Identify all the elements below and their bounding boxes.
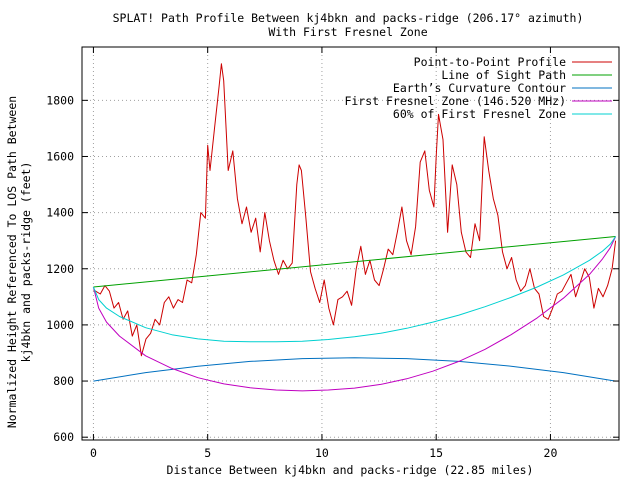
x-tick-label: 5: [204, 446, 211, 460]
legend-label-5: 60% of First Fresnel Zone: [393, 107, 566, 121]
y-tick-label: 1000: [46, 318, 74, 332]
legend-label-3: Earth’s Curvature Contour: [393, 81, 566, 95]
legend-label-2: Line of Sight Path: [441, 68, 566, 82]
x-tick-label: 0: [90, 446, 97, 460]
plot-frame: [81, 46, 620, 441]
series-line-5: [92, 236, 617, 343]
y-tick-label: 1400: [46, 206, 74, 220]
series-line-4: [92, 236, 617, 392]
legend-label-1: Point-to-Point Profile: [414, 55, 566, 69]
y-tick-label: 1200: [46, 262, 74, 276]
series-group: [92, 63, 617, 392]
x-tick-label: 20: [544, 446, 558, 460]
legend-label-4: First Fresnel Zone (146.520 MHz): [344, 94, 566, 108]
y-tick-label: 1800: [46, 93, 74, 107]
chart-title: SPLAT! Path Profile Between kj4bkn and p…: [113, 11, 584, 25]
x-tick-label: 15: [429, 446, 443, 460]
x-tick-label: 10: [315, 446, 329, 460]
series-line-2: [93, 236, 616, 288]
series-line-1: [93, 63, 617, 357]
y-tick-label: 800: [53, 374, 74, 388]
x-axis-label: Distance Between kj4bkn and packs-ridge …: [167, 463, 534, 477]
y-axis-label-line2: kj4bkn and packs-ridge (feet): [19, 162, 33, 363]
grid: [82, 47, 619, 440]
y-tick-label: 600: [53, 430, 74, 444]
chart-subtitle: With First Fresnel Zone: [268, 25, 427, 39]
y-tick-label: 1600: [46, 149, 74, 163]
axis-ticks: 0 5 10 15 20 600 800 1000 1200 1400 1600 1800: [46, 47, 619, 460]
y-axis-label-line1: Normalized Height Referenced To LOS Path…: [5, 96, 19, 428]
series-line-3: [93, 357, 616, 382]
